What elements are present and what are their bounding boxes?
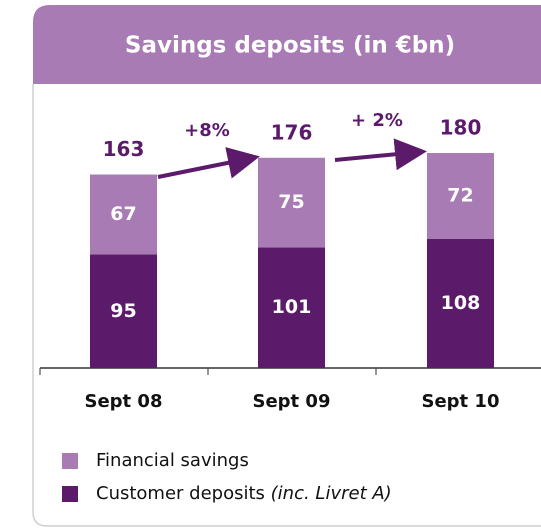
bar-segment <box>90 254 157 368</box>
segment-label: 67 <box>110 203 136 225</box>
legend-name: Financial savings <box>96 450 249 471</box>
legend-swatch <box>62 453 78 469</box>
legend-label: Financial savings <box>96 450 249 471</box>
total-label: 176 <box>271 120 313 144</box>
legend-note: (inc. Livret A) <box>271 483 392 504</box>
segment-label: 72 <box>447 185 473 207</box>
segment-label: 95 <box>110 300 136 322</box>
annotation: +8% <box>184 120 230 141</box>
x-tick-label: Sept 08 <box>85 391 163 412</box>
growth-arrow <box>157 147 260 179</box>
chart-title: Savings deposits (in €bn) <box>125 33 455 59</box>
bar-segment <box>427 239 494 368</box>
segment-label: 75 <box>278 191 304 213</box>
total-label: 163 <box>103 137 145 161</box>
annotation: + 2% <box>351 110 403 131</box>
legend-label: Customer deposits (inc. Livret A) <box>96 483 392 504</box>
x-tick-label: Sept 10 <box>422 391 500 412</box>
bar-segment <box>258 157 325 248</box>
segment-label: 101 <box>272 296 312 318</box>
bar-segment <box>427 153 494 239</box>
x-tick-label: Sept 09 <box>253 391 331 412</box>
segment-label: 108 <box>441 292 481 314</box>
total-label: 180 <box>440 116 482 140</box>
bar-segment <box>90 174 157 255</box>
bar-segment <box>258 247 325 368</box>
growth-arrow <box>334 138 427 171</box>
legend-name: Customer deposits <box>96 483 265 504</box>
header-band <box>33 5 541 84</box>
card-border <box>32 84 541 527</box>
legend-swatch <box>62 486 78 502</box>
